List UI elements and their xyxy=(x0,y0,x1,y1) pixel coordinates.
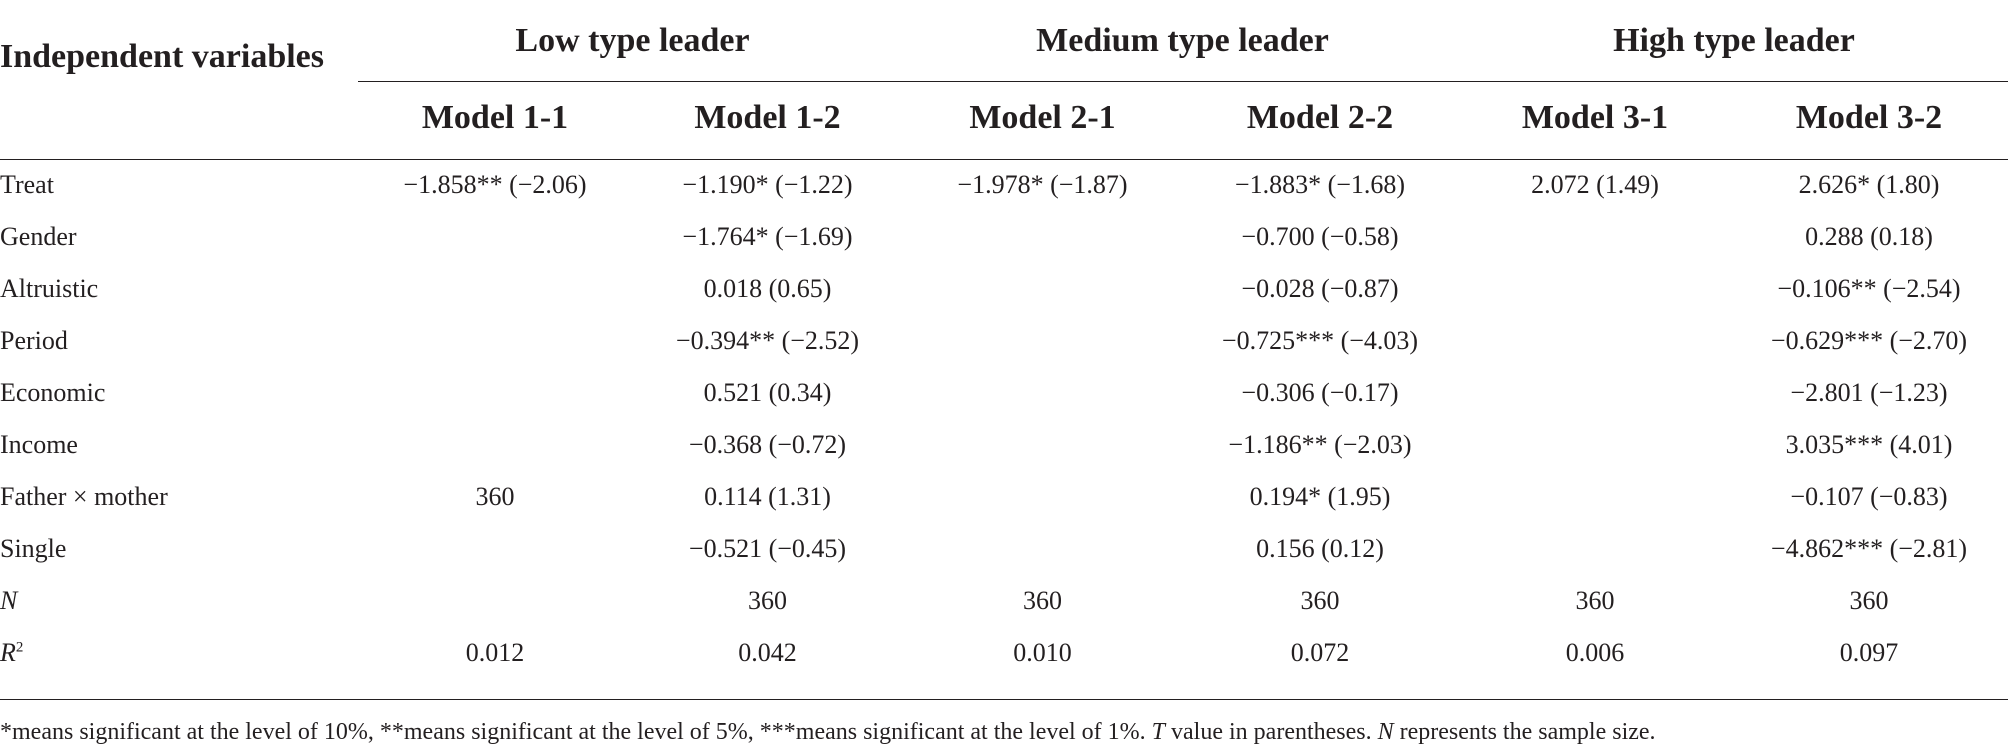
footnote-significance: *means significant at the level of 10%, … xyxy=(0,719,1152,745)
table-cell: −4.862*** (−2.81) xyxy=(1770,534,1968,563)
table-cell: 2.626* (1.80) xyxy=(1798,170,1940,199)
table-cell: −0.725*** (−4.03) xyxy=(1221,326,1419,355)
table-cell: 360 xyxy=(1575,586,1615,615)
table-cell: −1.764* (−1.69) xyxy=(682,222,853,251)
table-cell: −0.394** (−2.52) xyxy=(675,326,860,355)
table-cell xyxy=(905,367,1180,419)
table-cell: −1.186** (−2.03) xyxy=(1228,430,1412,459)
row-label-period: Period xyxy=(0,326,68,355)
first-column-header: Independent variables xyxy=(0,38,324,75)
table-cell: 0.042 xyxy=(738,638,797,667)
table-cell: −0.368 (−0.72) xyxy=(688,430,847,459)
row-label-treat: Treat xyxy=(0,170,54,199)
table-cell: 0.018 (0.65) xyxy=(703,274,832,303)
row-label-economic: Economic xyxy=(0,378,106,407)
table-cell: −0.107 (−0.83) xyxy=(1790,482,1948,511)
table-cell: −1.883* (−1.68) xyxy=(1234,170,1406,199)
table-cell: −1.190* (−1.22) xyxy=(682,170,853,199)
table-cell xyxy=(360,211,630,263)
table-cell: 0.156 (0.12) xyxy=(1256,534,1384,563)
footnote-t-symbol: T xyxy=(1151,719,1166,745)
group-header-low: Low type leader xyxy=(515,22,750,59)
table-cell xyxy=(1460,367,1730,419)
table-cell: 360 xyxy=(1849,586,1889,615)
table-cell xyxy=(1460,211,1730,263)
group-header-rule xyxy=(358,81,2008,82)
table-cell: −0.521 (−0.45) xyxy=(688,534,847,563)
table-cell: −0.106** (−2.54) xyxy=(1777,274,1961,303)
table-cell: 0.521 (0.34) xyxy=(703,378,832,407)
model-header-1-2: Model 1-2 xyxy=(694,99,841,136)
table-cell: 0.288 (0.18) xyxy=(1805,222,1933,251)
r-superscript: 2 xyxy=(15,639,24,656)
row-label-altruistic: Altruistic xyxy=(0,274,99,303)
table-cell: −1.858** (−2.06) xyxy=(403,170,587,199)
row-label-n: N xyxy=(0,586,18,615)
table-cell xyxy=(905,263,1180,315)
table-cell: −0.629*** (−2.70) xyxy=(1770,326,1968,355)
table-bottom-rule xyxy=(0,699,2008,700)
group-header-high: High type leader xyxy=(1613,22,1855,59)
table-cell xyxy=(905,419,1180,471)
table-cell xyxy=(905,471,1180,523)
table-cell: −0.306 (−0.17) xyxy=(1241,378,1399,407)
header-bottom-rule xyxy=(0,159,2008,160)
table-cell: 0.114 (1.31) xyxy=(704,482,831,511)
table-cell: 3.035*** (4.01) xyxy=(1785,430,1953,459)
row-label-gender: Gender xyxy=(0,222,77,251)
table-cell: 0.010 xyxy=(1013,638,1072,667)
footnote-t-text: value in parentheses. xyxy=(1165,719,1378,745)
table-cell: 360 xyxy=(475,482,515,511)
group-header-medium: Medium type leader xyxy=(1036,22,1329,59)
table-cell xyxy=(905,211,1180,263)
footnote-n-text: represents the sample size. xyxy=(1393,719,1656,745)
model-header-2-2: Model 2-2 xyxy=(1246,99,1394,136)
row-label-father-mother: Father × mother xyxy=(0,482,168,511)
model-header-3-1: Model 3-1 xyxy=(1521,99,1669,136)
row-label-single: Single xyxy=(0,534,67,563)
model-header-1-1: Model 1-1 xyxy=(421,99,569,136)
table-cell: 0.012 xyxy=(465,638,525,667)
table-cell xyxy=(360,315,630,367)
table-cell xyxy=(1460,471,1730,523)
table-cell: 0.097 xyxy=(1839,638,1899,667)
table-cell: 2.072 (1.49) xyxy=(1531,170,1659,199)
table-cell xyxy=(360,575,630,627)
table-cell: 0.006 xyxy=(1565,638,1625,667)
r-symbol: R xyxy=(0,638,16,667)
table-cell: 0.194* (1.95) xyxy=(1249,482,1391,511)
row-label-r-squared: R2 xyxy=(0,627,23,679)
table-cell xyxy=(905,523,1180,575)
table-cell xyxy=(1460,523,1730,575)
table-cell xyxy=(360,523,630,575)
table-cell xyxy=(360,367,630,419)
table-cell xyxy=(905,315,1180,367)
table-footnote: *means significant at the level of 10%, … xyxy=(0,714,2008,750)
model-header-2-1: Model 2-1 xyxy=(969,99,1116,136)
table-cell xyxy=(360,419,630,471)
table-cell xyxy=(1460,419,1730,471)
table-cell: 0.072 xyxy=(1290,638,1350,667)
table-cell: 360 xyxy=(1300,586,1340,615)
table-cell xyxy=(1460,263,1730,315)
table-cell xyxy=(1460,315,1730,367)
model-header-3-2: Model 3-2 xyxy=(1795,99,1943,136)
table-cell: −1.978* (−1.87) xyxy=(957,170,1128,199)
table-cell: −0.700 (−0.58) xyxy=(1241,222,1399,251)
table-cell: 360 xyxy=(1023,586,1062,615)
footnote-n-symbol: N xyxy=(1377,719,1394,745)
table-cell: −0.028 (−0.87) xyxy=(1241,274,1399,303)
table-cell: 360 xyxy=(748,586,787,615)
table-cell: −2.801 (−1.23) xyxy=(1790,378,1948,407)
row-label-income: Income xyxy=(0,430,78,459)
table-cell xyxy=(360,263,630,315)
